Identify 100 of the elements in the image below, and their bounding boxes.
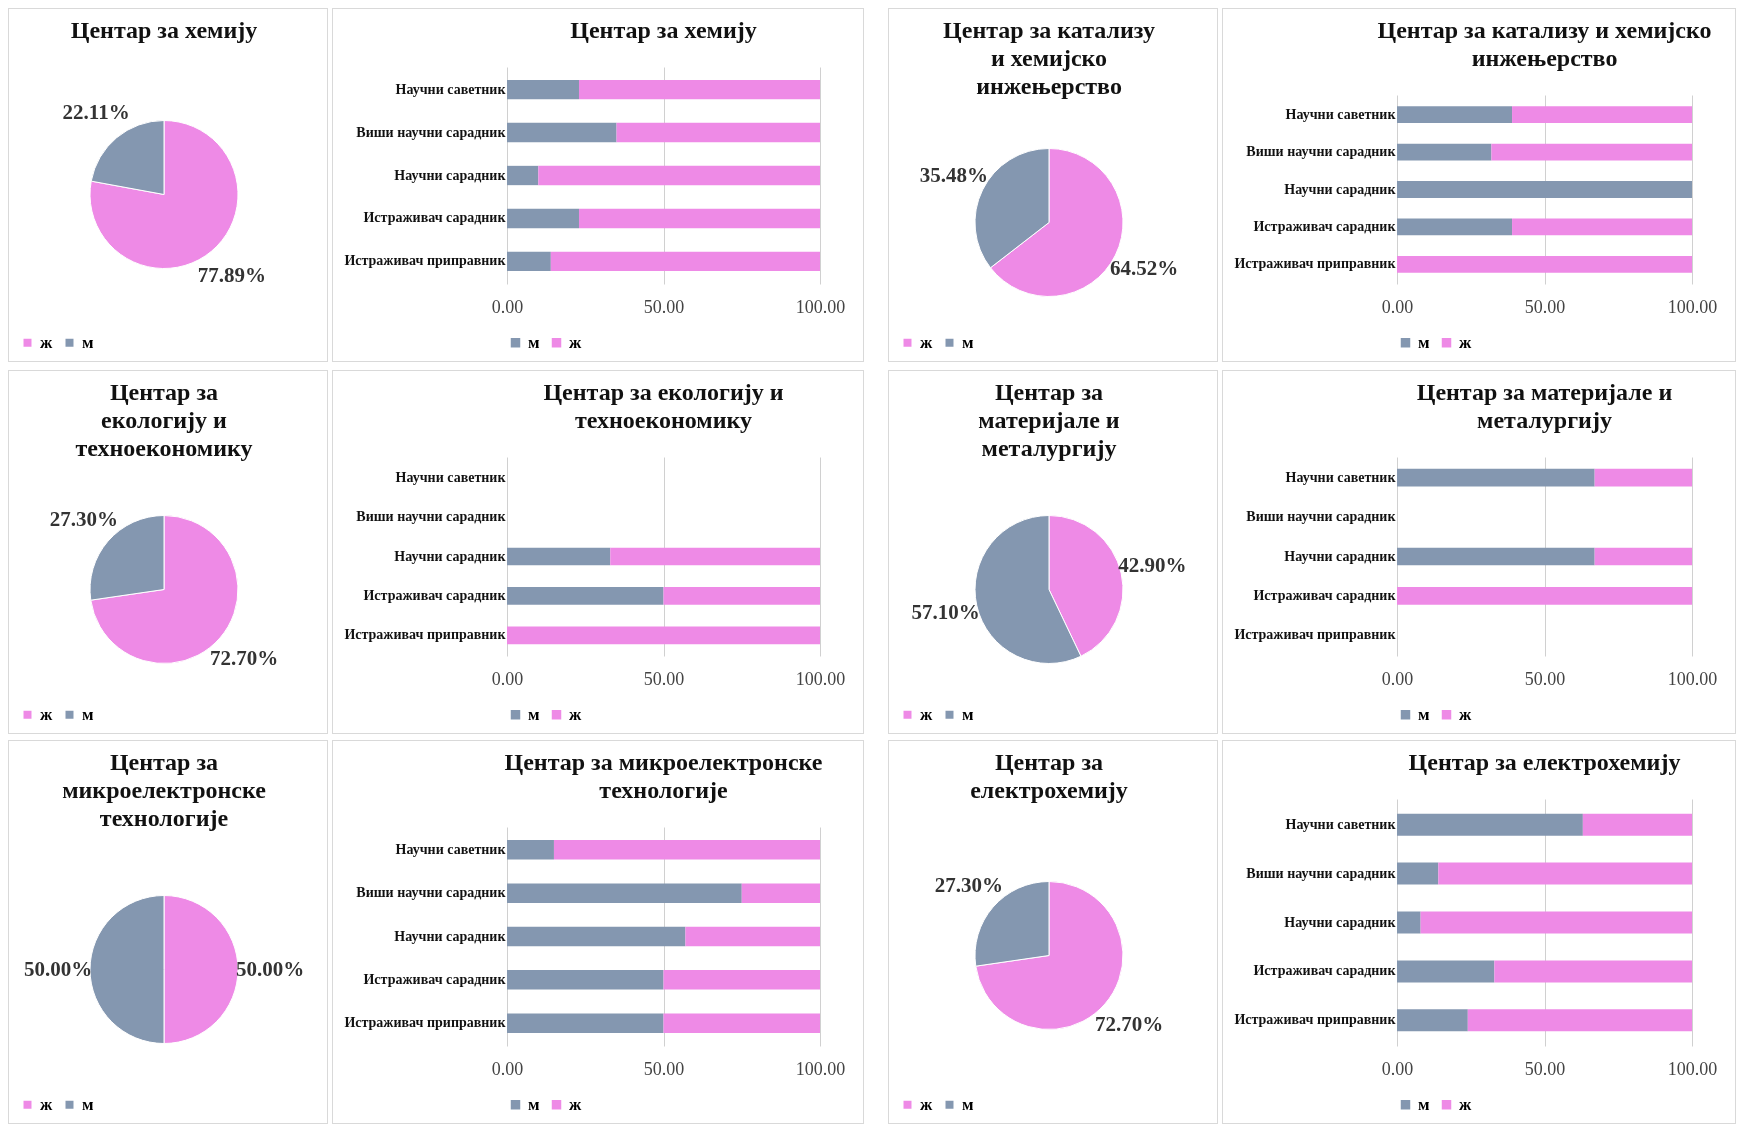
bar: [1494, 960, 1692, 983]
chart-title: Центар за електрохемију: [1408, 749, 1681, 775]
data-label: 77.89%: [197, 262, 266, 287]
chart-title: Центар за материјале и металургију: [978, 379, 1120, 461]
chart-title: Центар за хемију: [70, 17, 258, 43]
bar: [610, 547, 820, 566]
data-label: 35.48%: [919, 162, 988, 187]
chart-title: Центар за екологију и техноекономику: [75, 379, 253, 461]
x-tick-label: 0.00: [491, 1058, 524, 1079]
bar: [1512, 106, 1692, 124]
y-tick-label: Истраживач сарадник: [1253, 587, 1397, 603]
chart-title: Центар за електрохемију: [970, 749, 1128, 803]
bar: [507, 208, 579, 229]
y-tick-label: Научни саветник: [1285, 469, 1397, 485]
y-tick-label: Истраживач приправник: [1234, 256, 1397, 272]
x-tick-label: 0.00: [1381, 1058, 1414, 1079]
y-tick-label: Виши научни сарадник: [356, 885, 507, 901]
x-tick-label: 100.00: [795, 296, 846, 317]
x-tick-label: 50.00: [643, 1058, 685, 1079]
data-label: 22.11%: [62, 100, 130, 125]
legend-label: ж: [40, 332, 53, 352]
y-tick-label: Научни сарадник: [394, 928, 507, 944]
y-tick-label: Научни саветник: [395, 81, 507, 97]
chart-title: Центар за микроелектронске технологије: [62, 749, 267, 831]
y-tick-label: Научни саветник: [395, 469, 507, 485]
legend-label: ж: [40, 1094, 53, 1114]
data-label: 64.52%: [1110, 256, 1179, 281]
data-label: 27.30%: [49, 507, 118, 532]
bar: [507, 883, 742, 903]
bar: [507, 251, 551, 272]
legend-label: м: [82, 1094, 94, 1114]
legend-label: м: [528, 704, 540, 724]
legend-label: м: [1418, 332, 1430, 352]
bar: [1582, 813, 1692, 836]
bar: [553, 840, 820, 860]
x-tick-label: 100.00: [795, 668, 846, 689]
chart-title: Центар за хемију: [570, 17, 757, 43]
chart-title: Центар за катализу и хемијско инжењерство: [1377, 17, 1712, 71]
bar: [663, 970, 820, 990]
pie-slice: [89, 120, 239, 269]
legend-label: м: [82, 704, 94, 724]
y-tick-label: Виши научни сарадник: [1246, 144, 1397, 160]
y-tick-label: Научни саветник: [395, 841, 507, 857]
bar: [507, 165, 539, 186]
chart-title: Центар за микроелектронске технологије: [504, 749, 823, 803]
y-tick-label: Виши научни сарадник: [356, 509, 507, 525]
bar: [538, 165, 820, 186]
bar: [507, 840, 554, 860]
bar: [578, 79, 820, 100]
y-tick-label: Истраживач приправник: [344, 627, 507, 643]
legend-label: ж: [569, 1094, 582, 1114]
data-label: 72.70%: [210, 645, 279, 670]
y-tick-label: Научни саветник: [1285, 106, 1397, 122]
x-tick-label: 0.00: [491, 296, 524, 317]
bar: [507, 1013, 664, 1033]
x-tick-label: 0.00: [491, 668, 524, 689]
y-tick-label: Виши научни сарадник: [1246, 865, 1397, 881]
bar: [507, 122, 617, 143]
legend-label: м: [962, 704, 974, 724]
legend-label: м: [962, 1094, 974, 1114]
bar: [550, 251, 820, 272]
y-tick-label: Истраживач приправник: [344, 1015, 507, 1031]
legend-label: м: [1418, 1094, 1430, 1114]
y-tick-label: Виши научни сарадник: [356, 124, 507, 140]
chart-title: Центар за материјале и металургију: [1416, 379, 1673, 433]
bar: [741, 883, 820, 903]
y-tick-label: Научни сарадник: [394, 548, 507, 564]
y-tick-label: Истраживач приправник: [1234, 627, 1397, 643]
bar: [507, 970, 664, 990]
y-tick-label: Истраживач приправник: [1234, 1012, 1397, 1028]
bar: [507, 547, 611, 566]
bar: [1397, 960, 1495, 983]
bar: [1397, 143, 1492, 161]
x-tick-label: 100.00: [795, 1058, 846, 1079]
x-tick-label: 0.00: [1381, 296, 1414, 317]
legend-label: ж: [1459, 1094, 1472, 1114]
chart-title: Центар за катализу и хемијско инжењерство: [943, 17, 1155, 99]
bar: [507, 626, 820, 645]
bar: [1397, 181, 1692, 198]
bar: [1491, 143, 1692, 161]
legend-label: м: [82, 332, 94, 352]
y-tick-label: Истраживач сарадник: [363, 210, 507, 226]
x-tick-label: 100.00: [1667, 296, 1718, 317]
bar: [616, 122, 820, 143]
bar: [1397, 813, 1583, 836]
x-tick-label: 50.00: [643, 668, 685, 689]
y-tick-label: Научни саветник: [1285, 816, 1397, 832]
y-tick-label: Научни сарадник: [1284, 914, 1397, 930]
x-tick-label: 50.00: [1524, 668, 1566, 689]
legend-label: м: [528, 332, 540, 352]
y-tick-label: Истраживач сарадник: [1253, 218, 1397, 234]
legend-label: ж: [1459, 704, 1472, 724]
legend-label: м: [962, 332, 974, 352]
data-label: 72.70%: [1095, 1011, 1164, 1036]
bar: [578, 208, 820, 229]
x-tick-label: 50.00: [1524, 296, 1566, 317]
y-tick-label: Научни сарадник: [1284, 181, 1397, 197]
bar: [1438, 862, 1692, 885]
bar: [507, 79, 579, 100]
data-label: 42.90%: [1118, 553, 1187, 578]
